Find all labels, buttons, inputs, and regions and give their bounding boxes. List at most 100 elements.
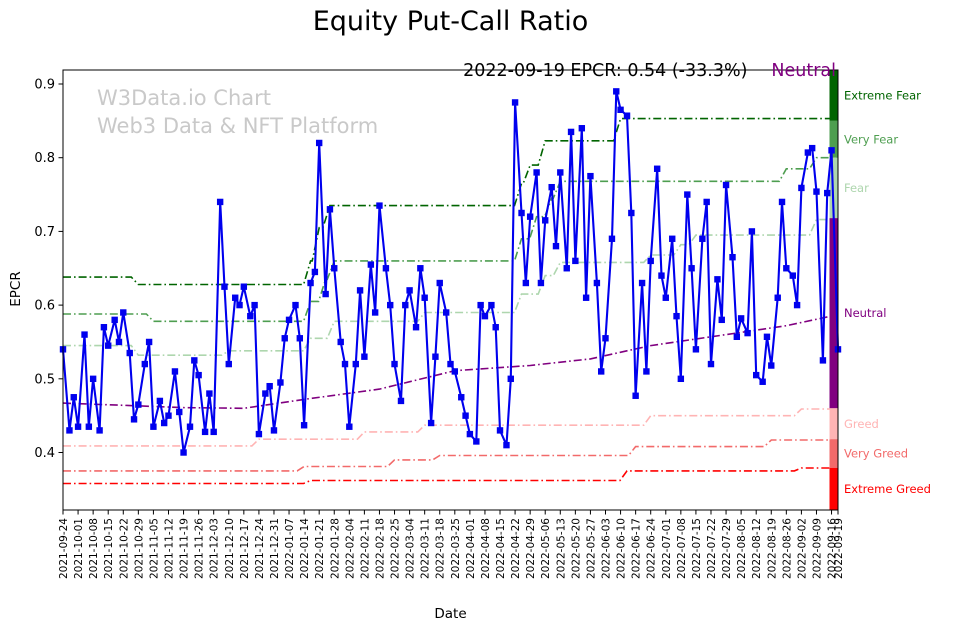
data-point-marker bbox=[658, 272, 665, 279]
x-axis-title: Date bbox=[434, 606, 467, 622]
x-tick-label: 2021-10-01 bbox=[73, 518, 85, 579]
data-point-marker bbox=[653, 165, 661, 172]
zone-band bbox=[829, 157, 839, 219]
data-point-marker bbox=[563, 265, 570, 272]
data-point-marker bbox=[722, 181, 730, 189]
y-tick-label: 0.5 bbox=[34, 372, 55, 387]
status-badge: Neutral bbox=[771, 61, 836, 81]
data-point-marker bbox=[688, 265, 695, 272]
y-tick-label: 0.4 bbox=[34, 446, 55, 461]
x-tick-label: 2022-04-15 bbox=[495, 518, 507, 579]
data-point-marker bbox=[813, 188, 820, 195]
data-point-marker bbox=[466, 430, 474, 438]
extreme-greed-line bbox=[63, 467, 838, 485]
data-point-marker bbox=[548, 183, 555, 191]
data-point-marker bbox=[793, 301, 801, 309]
data-point-marker bbox=[285, 316, 293, 324]
data-point-marker bbox=[623, 112, 631, 119]
data-point-marker bbox=[828, 147, 835, 154]
data-point-marker bbox=[387, 301, 394, 309]
x-tick-label: 2021-12-17 bbox=[239, 518, 251, 579]
x-axis: 2021-09-24 2021-10-01 2021-10-08 2021-10-15… bbox=[58, 510, 845, 579]
data-point-marker bbox=[808, 144, 816, 152]
data-point-marker bbox=[442, 309, 450, 316]
data-point-marker bbox=[613, 88, 620, 95]
data-point-marker bbox=[247, 312, 254, 320]
y-tick-label: 0.9 bbox=[34, 78, 55, 93]
data-point-marker bbox=[270, 427, 278, 434]
x-tick-label: 2021-12-24 bbox=[254, 518, 266, 579]
data-point-marker bbox=[281, 335, 288, 342]
data-point-marker bbox=[567, 128, 575, 136]
data-point-marker bbox=[677, 375, 685, 383]
data-point-marker bbox=[96, 427, 103, 434]
data-point-marker bbox=[201, 428, 209, 436]
data-point-marker bbox=[733, 333, 741, 341]
data-point-marker bbox=[587, 172, 594, 180]
data-point-marker bbox=[115, 338, 123, 346]
data-point-marker bbox=[458, 394, 465, 401]
data-point-marker bbox=[311, 268, 319, 276]
x-tick-label: 2022-06-24 bbox=[646, 518, 658, 579]
x-tick-label: 2022-09-02 bbox=[796, 518, 808, 579]
zone-band bbox=[829, 408, 839, 440]
zone-band bbox=[829, 218, 839, 409]
plot-border bbox=[62, 69, 839, 511]
data-point-marker bbox=[824, 189, 831, 197]
x-tick-label: 2022-07-08 bbox=[676, 518, 688, 579]
x-tick-label: 2022-07-22 bbox=[706, 518, 718, 579]
data-point-marker bbox=[397, 397, 405, 405]
annotation-text: 2022-09-19 EPCR: 0.54 (-33.3%) bbox=[463, 61, 748, 81]
data-point-marker bbox=[632, 392, 639, 399]
data-point-marker bbox=[126, 349, 133, 357]
data-point-marker bbox=[176, 408, 183, 416]
data-point-marker bbox=[150, 423, 157, 430]
x-tick-label: 2021-11-19 bbox=[179, 518, 191, 579]
data-point-marker bbox=[451, 368, 459, 375]
fear-line bbox=[63, 218, 838, 356]
x-tick-label: 2022-05-27 bbox=[585, 518, 597, 579]
data-point-marker bbox=[593, 279, 601, 287]
data-point-marker bbox=[171, 368, 179, 375]
watermark: W3Data.io Chart Web3 Data & NFT Platform bbox=[97, 85, 378, 140]
x-tick-label: 2021-12-03 bbox=[209, 518, 221, 579]
epcr-series bbox=[59, 88, 842, 456]
data-point-marker bbox=[628, 209, 635, 217]
data-point-marker bbox=[391, 360, 398, 368]
data-point-marker bbox=[707, 360, 715, 368]
data-point-marker bbox=[406, 287, 413, 294]
zone-label: Fear bbox=[844, 181, 869, 195]
data-point-marker bbox=[307, 279, 314, 287]
data-point-marker bbox=[436, 279, 443, 287]
data-point-marker bbox=[421, 294, 428, 301]
x-tick-label: 2022-04-08 bbox=[480, 518, 492, 579]
x-tick-label: 2022-04-22 bbox=[510, 518, 522, 579]
data-point-marker bbox=[210, 428, 217, 436]
data-point-marker bbox=[341, 360, 349, 368]
data-point-marker bbox=[737, 315, 745, 322]
x-tick-label: 2021-09-24 bbox=[58, 518, 70, 579]
y-tick-label: 0.7 bbox=[34, 225, 55, 240]
y-tick-label: 0.6 bbox=[34, 299, 55, 314]
data-point-marker bbox=[669, 235, 676, 242]
data-point-marker bbox=[296, 335, 304, 342]
data-point-marker bbox=[552, 242, 560, 250]
data-point-marker bbox=[70, 394, 77, 401]
page-title: Equity Put-Call Ratio bbox=[312, 6, 589, 37]
x-tick-label: 2022-04-01 bbox=[465, 518, 477, 579]
data-point-marker bbox=[673, 312, 680, 320]
data-point-marker bbox=[819, 357, 827, 364]
data-point-marker bbox=[66, 427, 73, 434]
x-tick-label: 2022-02-25 bbox=[390, 518, 402, 579]
data-point-marker bbox=[602, 335, 609, 342]
data-point-marker bbox=[763, 333, 771, 341]
data-point-marker bbox=[617, 106, 624, 113]
x-tick-label: 2022-08-19 bbox=[766, 518, 778, 579]
data-point-marker bbox=[526, 213, 534, 220]
zone-band bbox=[829, 120, 839, 158]
data-point-marker bbox=[371, 309, 379, 316]
very-greed-line bbox=[63, 439, 838, 472]
data-point-marker bbox=[518, 209, 525, 217]
data-point-marker bbox=[744, 329, 751, 337]
